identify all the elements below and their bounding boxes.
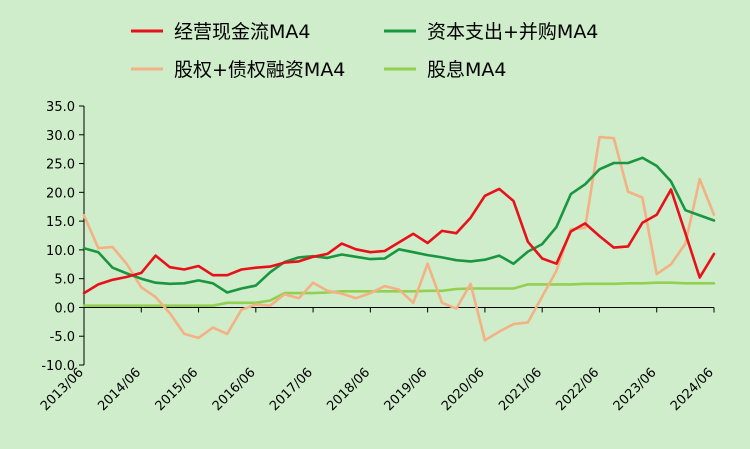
y-tick-label: 0.0 (54, 301, 75, 316)
x-tick-label: 2017/06 (267, 365, 316, 414)
y-tick-label: 30.0 (46, 129, 75, 144)
series-line-operating-cash-flow (82, 187, 716, 295)
chart-legend: 经营现金流MA4 资本支出+并购MA4 股权+债权融资MA4 股息MA4 (131, 21, 598, 81)
series-line-capex-ma (82, 156, 716, 294)
y-tick-label: 5.0 (54, 273, 75, 288)
y-tick-label: 15.0 (46, 215, 75, 230)
x-tick-label: 2019/06 (382, 365, 431, 414)
legend-label-capex-ma: 资本支出+并购MA4 (427, 21, 598, 43)
x-tick-label: 2015/06 (153, 365, 202, 414)
legend-label-dividend: 股息MA4 (427, 59, 506, 81)
legend-item-operating-cash-flow: 经营现金流MA4 (131, 21, 310, 43)
y-tick-label: -10.0 (41, 359, 75, 374)
x-tick-label: 2016/06 (210, 365, 259, 414)
x-tick-label: 2014/06 (95, 365, 144, 414)
legend-item-dividend: 股息MA4 (384, 59, 506, 81)
legend-label-equity-debt-financing: 股权+债权融资MA4 (174, 59, 345, 81)
series-line-dividend (82, 281, 716, 308)
legend-label-operating-cash-flow: 经营现金流MA4 (174, 21, 310, 43)
x-tick-label: 2024/06 (668, 365, 717, 414)
plot-area (82, 135, 716, 342)
x-tick-label: 2022/06 (553, 365, 602, 414)
y-tick-label: -5.0 (50, 330, 75, 345)
x-tick-label: 2018/06 (324, 365, 373, 414)
legend-item-capex-ma: 资本支出+并购MA4 (384, 21, 598, 43)
legend-item-equity-debt-financing: 股权+债权融资MA4 (131, 59, 345, 81)
y-tick-label: 20.0 (46, 186, 75, 201)
x-tick-label: 2023/06 (611, 365, 660, 414)
y-tick-label: 10.0 (46, 244, 75, 259)
y-tick-label: 35.0 (46, 100, 75, 115)
y-tick-label: 25.0 (46, 158, 75, 173)
series-line-equity-debt-financing (82, 135, 716, 342)
x-tick-label: 2021/06 (496, 365, 545, 414)
x-tick-label: 2020/06 (439, 365, 488, 414)
